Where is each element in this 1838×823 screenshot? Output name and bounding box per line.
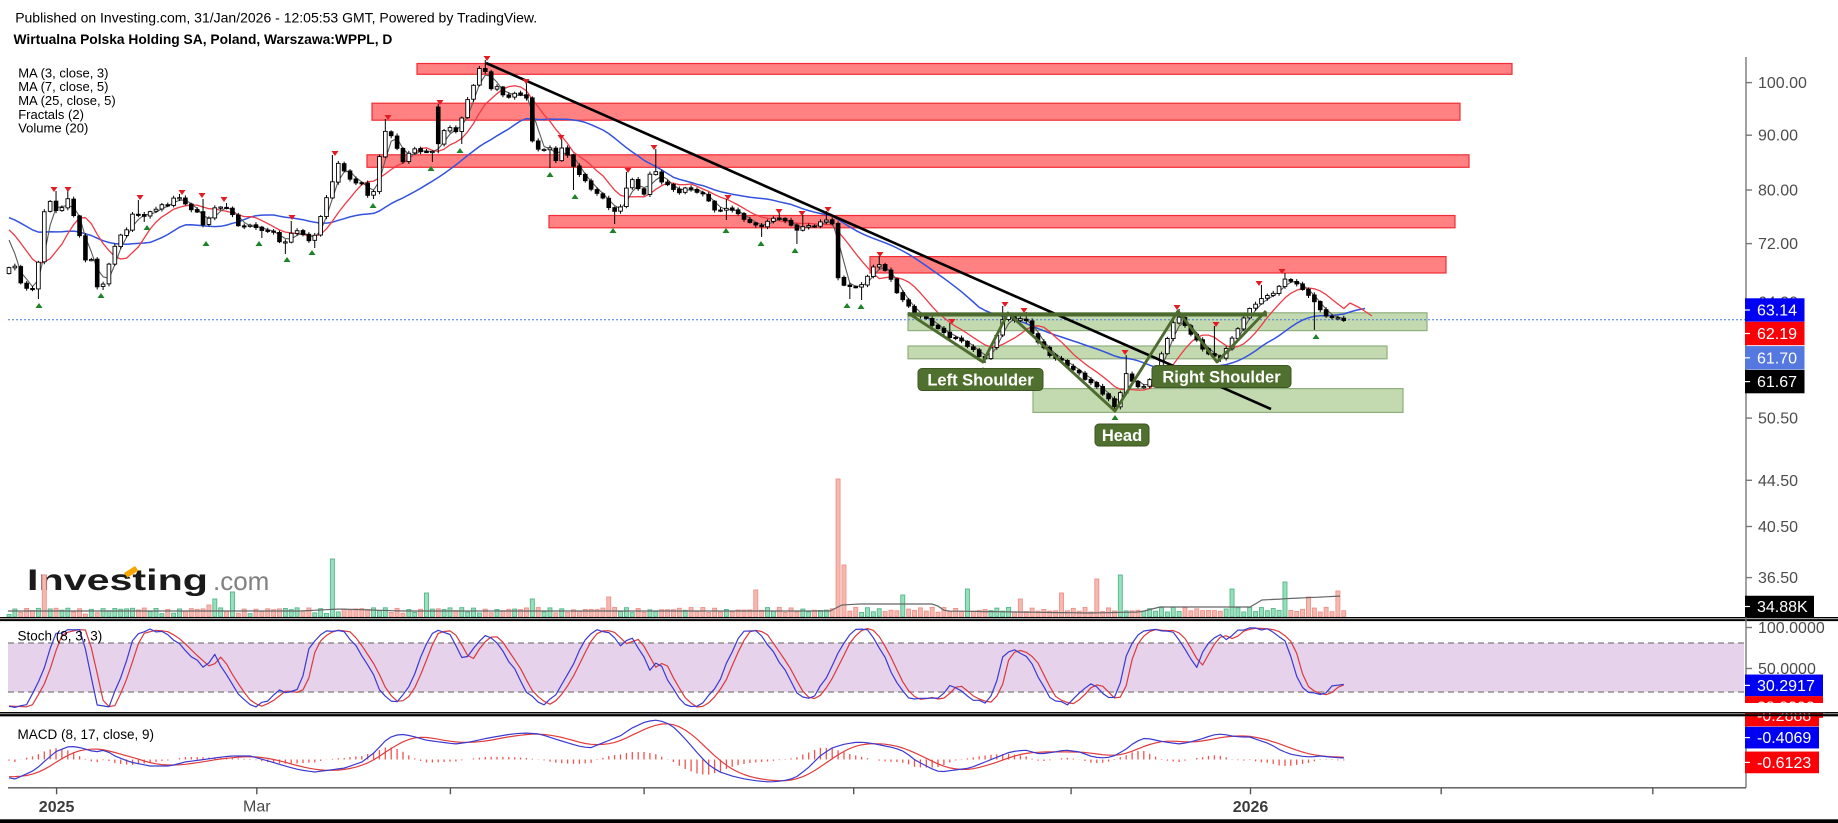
svg-text:50.0000: 50.0000	[1758, 661, 1816, 678]
svg-text:50.50: 50.50	[1758, 411, 1798, 428]
svg-text:80.00: 80.00	[1758, 183, 1798, 200]
svg-text:Published on Investing.com, 31: Published on Investing.com, 31/Jan/2026 …	[15, 10, 537, 26]
svg-text:MA (7, close, 5): MA (7, close, 5)	[18, 79, 108, 94]
svg-text:44.50: 44.50	[1758, 473, 1798, 490]
svg-text:100.0000: 100.0000	[1758, 620, 1825, 637]
svg-text:34.88K: 34.88K	[1757, 599, 1808, 616]
svg-text:2025: 2025	[39, 799, 75, 816]
svg-text:Fractals (2): Fractals (2)	[18, 107, 84, 122]
svg-text:30.2917: 30.2917	[1757, 678, 1815, 695]
svg-text:2026: 2026	[1233, 799, 1269, 816]
svg-text:Left Shoulder: Left Shoulder	[927, 371, 1034, 389]
svg-text:Mar: Mar	[243, 799, 271, 816]
svg-text:72.00: 72.00	[1758, 236, 1798, 253]
svg-text:MA (25, close, 5): MA (25, close, 5)	[18, 93, 116, 108]
svg-text:Right Shoulder: Right Shoulder	[1162, 368, 1281, 386]
svg-text:Investing: Investing	[27, 564, 208, 597]
svg-text:MA (3, close, 3): MA (3, close, 3)	[18, 66, 108, 81]
svg-text:61.67: 61.67	[1757, 374, 1797, 391]
svg-text:90.00: 90.00	[1758, 128, 1798, 145]
svg-text:61.70: 61.70	[1757, 350, 1797, 367]
svg-text:Stoch (8, 3, 3): Stoch (8, 3, 3)	[18, 629, 103, 644]
svg-text:MACD (8, 17, close, 9): MACD (8, 17, close, 9)	[18, 727, 155, 742]
svg-text:36.50: 36.50	[1758, 570, 1798, 587]
svg-text:40.50: 40.50	[1758, 519, 1798, 536]
svg-text:-0.6123: -0.6123	[1757, 755, 1811, 772]
svg-text:Head: Head	[1102, 427, 1142, 445]
svg-text:.com: .com	[213, 566, 269, 596]
svg-text:62.19: 62.19	[1757, 326, 1797, 343]
svg-text:Volume (20): Volume (20)	[18, 121, 88, 136]
svg-text:100.00: 100.00	[1758, 75, 1807, 92]
svg-text:63.14: 63.14	[1757, 303, 1797, 320]
svg-text:Wirtualna Polska Holding SA, P: Wirtualna Polska Holding SA, Poland, War…	[14, 32, 393, 47]
svg-text:-0.4069: -0.4069	[1757, 730, 1811, 747]
